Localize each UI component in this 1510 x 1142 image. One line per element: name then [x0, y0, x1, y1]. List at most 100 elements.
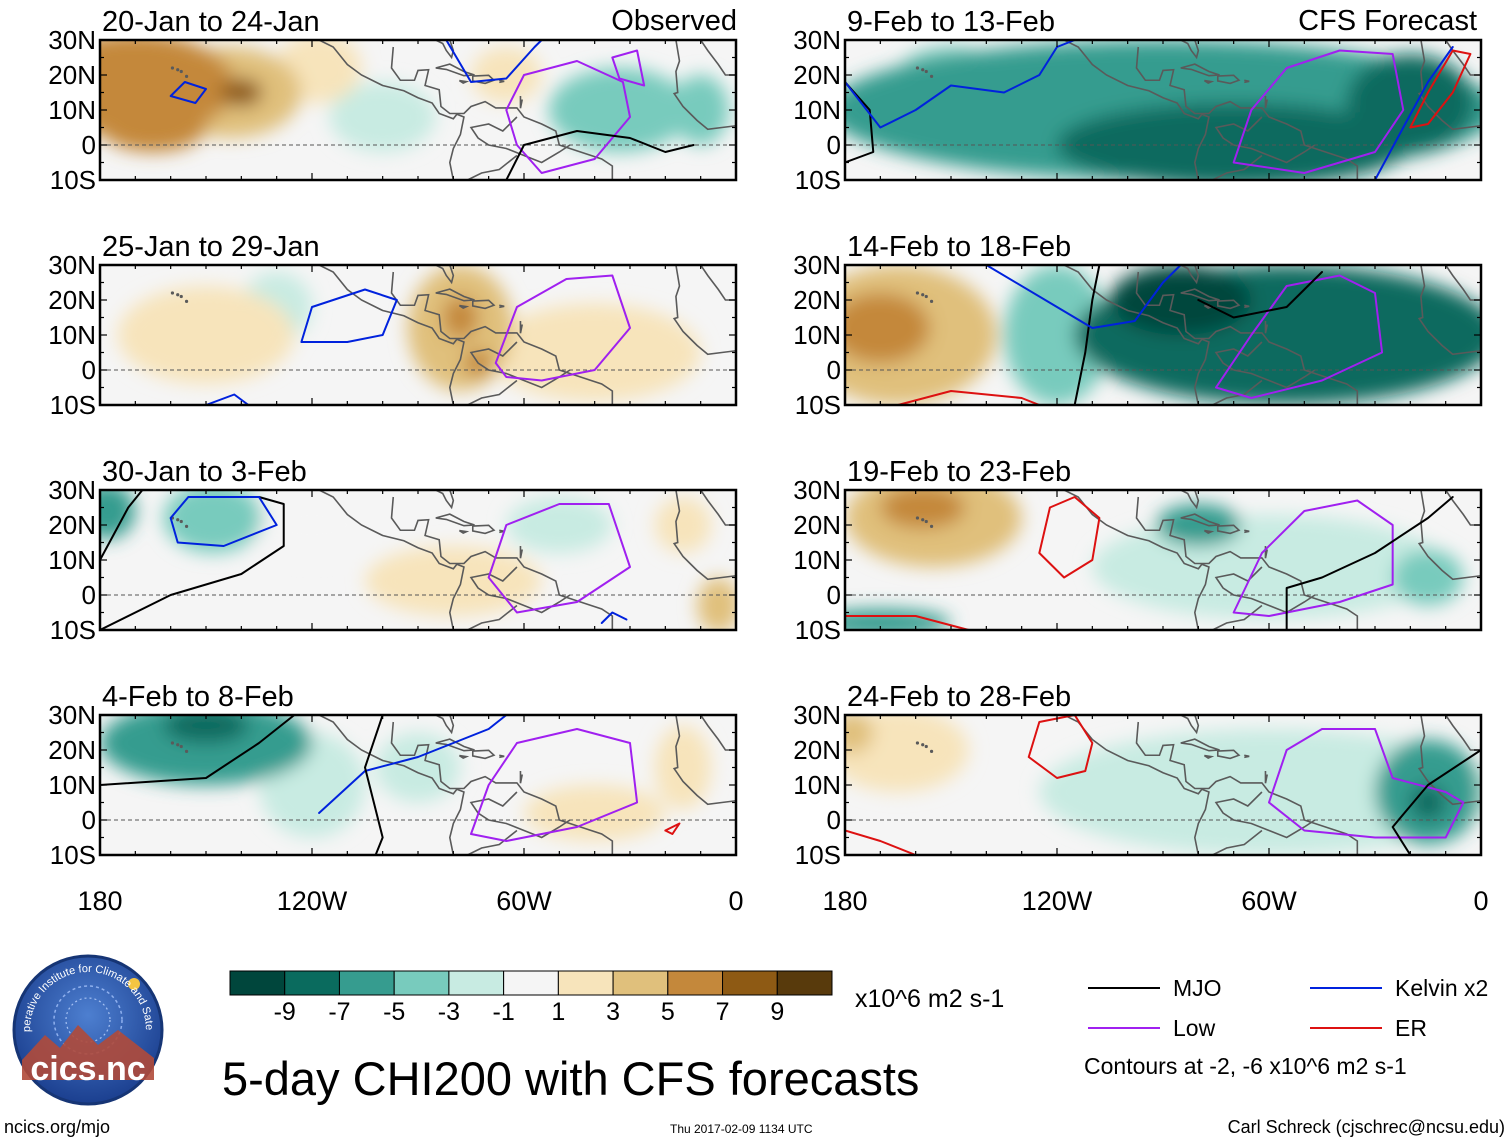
island [184, 524, 189, 529]
contour-mjo [1391, 749, 1481, 855]
contour-mjo [100, 715, 296, 786]
coastline [1214, 341, 1316, 389]
y-tick-label: 20N [48, 60, 96, 90]
anomaly-blob [1346, 54, 1474, 152]
coastline [471, 749, 496, 760]
coastlines [915, 40, 1481, 180]
colorbar-label: 9 [770, 998, 784, 1026]
y-tick-label: 30N [48, 250, 96, 280]
coastline [318, 490, 465, 630]
contour-kelvin-x2 [318, 715, 508, 814]
anomaly-field [845, 265, 1481, 405]
y-tick-label: 20N [793, 60, 841, 90]
coastline [471, 299, 496, 310]
anomaly-blob [880, 490, 966, 529]
anomaly-blob [471, 47, 542, 103]
y-tick-label: 10S [795, 165, 841, 195]
y-tick-label: 30N [48, 25, 96, 55]
y-tick-label: 10S [50, 840, 96, 870]
panel-title: 14-Feb to 18-Feb [847, 231, 1071, 263]
timestamp: Thu 2017-02-09 1134 UTC [670, 1122, 813, 1136]
anomaly-blob [163, 715, 249, 743]
coastline [499, 754, 505, 759]
colorbar-swatch [338, 970, 395, 996]
contour-kelvin-x2 [300, 288, 398, 343]
y-tick-label: 30N [48, 475, 96, 505]
coastline [1063, 715, 1210, 855]
y-tick-label: 0 [82, 130, 96, 160]
coastline [519, 771, 524, 784]
contour-er [1027, 715, 1094, 779]
y-tick-label: 20N [793, 735, 841, 765]
anomaly-blob [220, 78, 263, 107]
y-tick-label: 10S [795, 615, 841, 645]
contour-low [611, 49, 646, 87]
coastlines [170, 40, 736, 180]
island [915, 741, 920, 745]
anomaly-blob [1155, 504, 1241, 546]
anomaly-blob [163, 490, 263, 553]
logo-name: cics.nc [30, 1050, 145, 1088]
y-tick-label: 0 [82, 580, 96, 610]
coastline [435, 63, 475, 77]
coastlines [915, 715, 1481, 855]
coastline [672, 265, 736, 356]
panel-title: 20-Jan to 24-Jan [102, 6, 320, 38]
contour-low [1268, 728, 1465, 839]
colorbar-swatch [448, 970, 505, 996]
coastline [1203, 529, 1215, 534]
coastline [1244, 754, 1250, 759]
x-tick-label: 0 [728, 886, 743, 916]
colorbar-label: 5 [661, 998, 675, 1026]
logo-swirl-inner [65, 997, 111, 1043]
island [170, 66, 175, 70]
coastline [1212, 829, 1263, 855]
coastline [672, 40, 736, 131]
anomaly-blob [845, 715, 874, 754]
y-tick-label: 0 [827, 580, 841, 610]
contour-kelvin-x2 [985, 265, 1182, 329]
forecast-label: CFS Forecast [1298, 5, 1477, 37]
contour-mjo [100, 490, 144, 561]
anomaly-blob [117, 286, 295, 384]
coastline [1212, 154, 1263, 180]
y-tick-label: 10S [795, 840, 841, 870]
coastline [519, 321, 524, 334]
colorbar-label: -5 [383, 998, 405, 1026]
contour-er [897, 390, 1041, 405]
panel-title: 19-Feb to 23-Feb [847, 456, 1071, 488]
island [184, 299, 189, 303]
coastline [318, 40, 465, 180]
anomaly-blob [365, 546, 542, 616]
coastline [1180, 63, 1220, 77]
colorbar-label: -3 [438, 998, 460, 1026]
coastline [471, 74, 496, 85]
colorbar-label: -7 [328, 998, 350, 1026]
coastlines [170, 490, 736, 630]
coastline [458, 79, 470, 84]
anomaly-blob [672, 75, 729, 145]
coastline [1180, 513, 1220, 527]
colorbar-label: 3 [606, 998, 620, 1026]
contour-kelvin-x2 [445, 40, 543, 83]
contour-kelvin-x2 [205, 393, 250, 405]
colorbar-swatch [284, 970, 340, 996]
anomaly-blob [506, 497, 613, 553]
island [179, 294, 183, 299]
colorbar-swatch [612, 970, 669, 996]
contour-note: Contours at -2, -6 x10^6 m2 s-1 [1084, 1053, 1407, 1079]
coastlines [915, 265, 1481, 405]
y-tick-label: 20N [48, 510, 96, 540]
source-url: ncics.org/mjo [4, 1117, 110, 1137]
units-label: x10^6 m2 s-1 [855, 985, 1004, 1013]
anomaly-blob [654, 725, 712, 810]
contour-er [1038, 496, 1101, 579]
coastline [467, 829, 518, 855]
island [915, 291, 920, 295]
y-tick-label: 30N [793, 250, 841, 280]
anomaly-blob [442, 296, 479, 339]
